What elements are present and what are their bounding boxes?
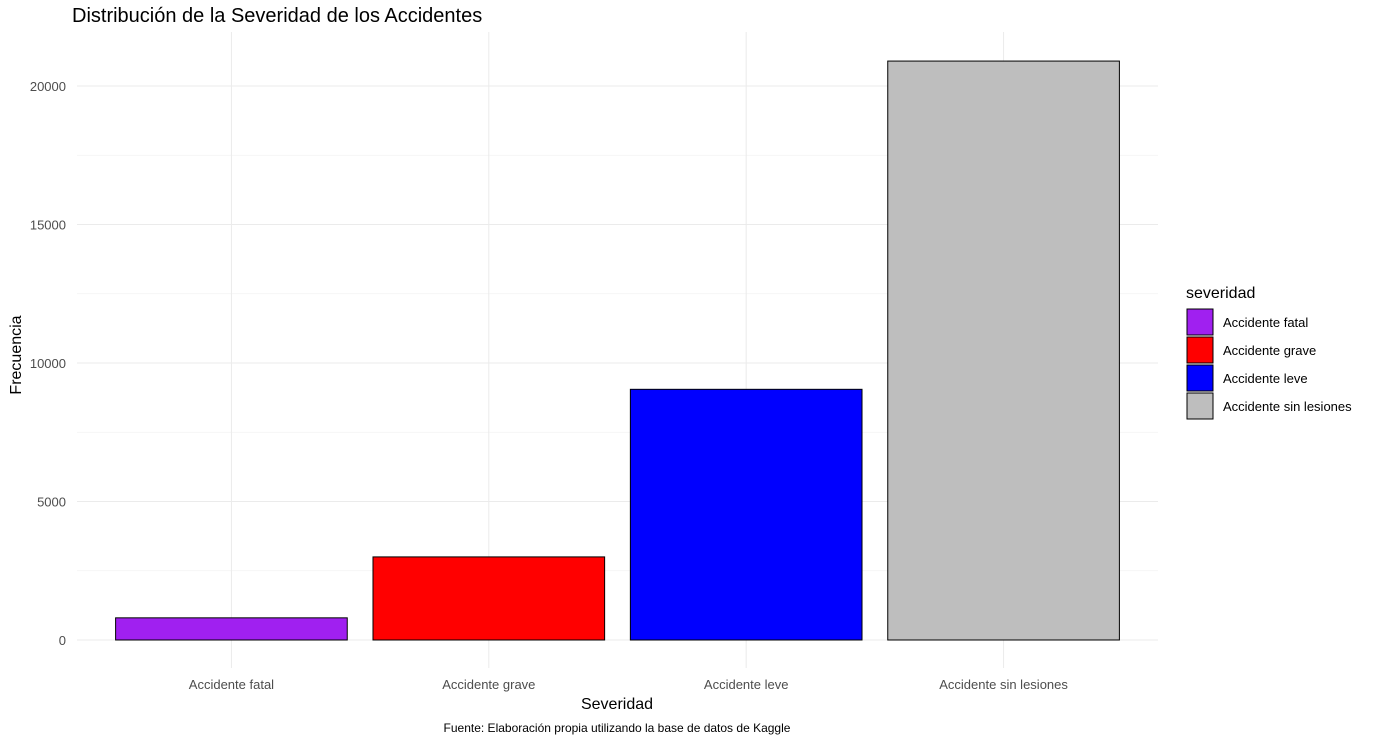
bar	[887, 60, 1120, 641]
y-axis-ticks: 0 5000 10000 15000 20000	[30, 79, 66, 648]
x-tick-label: Accidente grave	[442, 677, 535, 692]
y-tick-label: 15000	[30, 218, 66, 233]
bar	[115, 617, 348, 641]
y-tick-label: 0	[59, 633, 66, 648]
legend-label: Accidente leve	[1223, 371, 1308, 386]
legend: severidad Accidente fatal Accidente grave…	[1186, 285, 1352, 420]
x-tick-label: Accidente leve	[704, 677, 789, 692]
legend-label: Accidente grave	[1223, 343, 1316, 358]
y-tick-label: 5000	[37, 495, 66, 510]
x-tick-label: Accidente sin lesiones	[939, 677, 1068, 692]
legend-swatch	[1186, 364, 1214, 392]
bars	[115, 60, 1120, 641]
chart-title: Distribución de la Severidad de los Acci…	[72, 5, 482, 27]
x-axis-ticks: Accidente fatal Accidente grave Accidente …	[189, 677, 1069, 692]
legend-label: Accidente sin lesiones	[1223, 399, 1352, 414]
legend-title: severidad	[1186, 285, 1255, 302]
legend-swatch	[1186, 308, 1214, 336]
legend-swatch	[1186, 336, 1214, 364]
caption: Fuente: Elaboración propia utilizando la…	[444, 721, 791, 735]
legend-label: Accidente fatal	[1223, 315, 1308, 330]
x-tick-label: Accidente fatal	[189, 677, 274, 692]
bar	[629, 388, 863, 641]
y-tick-label: 20000	[30, 79, 66, 94]
legend-swatch	[1186, 392, 1214, 420]
bar	[372, 556, 606, 641]
x-axis-title: Severidad	[581, 696, 653, 713]
y-axis-title: Frecuencia	[8, 315, 25, 394]
y-tick-label: 10000	[30, 356, 66, 371]
